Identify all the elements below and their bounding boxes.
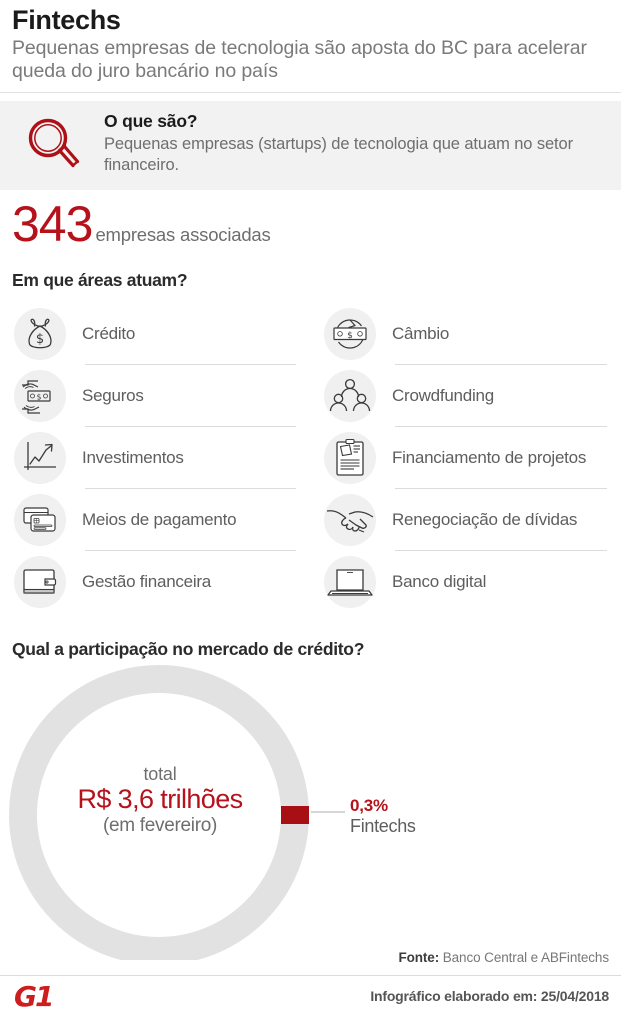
handshake-icon (324, 494, 376, 546)
area-label: Financiamento de projetos (392, 448, 587, 467)
credit-cards-icon (14, 494, 66, 546)
source-value: Banco Central e ABFintechs (442, 950, 609, 965)
donut-total-value: R$ 3,6 trilhões (77, 783, 243, 814)
area-item-crowdfunding[interactable]: Crowdfunding (310, 365, 621, 427)
area-item-seguros[interactable]: $ Seguros (0, 365, 310, 427)
area-item-cambio[interactable]: $ Câmbio (310, 303, 621, 365)
money-bag-icon: $ (14, 308, 66, 360)
row-divider (85, 550, 296, 551)
area-label: Meios de pagamento (82, 510, 237, 529)
callout-label: Fintechs (350, 815, 416, 836)
row-divider (85, 488, 296, 489)
g1-logo[interactable]: G1 (14, 980, 54, 1013)
stat-number: 343 (12, 196, 93, 252)
donut-svg (9, 665, 345, 960)
people-group-icon (324, 370, 376, 422)
area-item-banco-digital[interactable]: Banco digital (310, 551, 621, 613)
row-divider (395, 426, 607, 427)
row-divider (395, 550, 607, 551)
fintechs-callout: 0,3% Fintechs (350, 796, 416, 836)
area-label: Renegociação de dívidas (392, 510, 578, 529)
stat-label: empresas associadas (95, 224, 271, 245)
what-is-description: Pequenas empresas (startups) de tecnolog… (104, 135, 574, 175)
page-subtitle: Pequenas empresas de tecnologia são apos… (12, 37, 587, 83)
credit-line: Infográfico elaborado em: 25/04/2018 (370, 988, 609, 1004)
svg-text:$: $ (36, 332, 44, 347)
insurance-hands-money-icon: $ (14, 370, 66, 422)
svg-text:$: $ (37, 393, 42, 402)
row-divider (395, 364, 607, 365)
magnifier-icon (22, 115, 84, 177)
currency-exchange-icon: $ (324, 308, 376, 360)
page-title: Fintechs (12, 5, 121, 35)
areas-left-column: $ Crédito $ (0, 303, 310, 613)
area-item-credito[interactable]: $ Crédito (0, 303, 310, 365)
source-label: Fonte: (398, 950, 440, 965)
row-divider (395, 488, 607, 489)
associated-companies-stat: 343 empresas associadas (12, 199, 271, 249)
what-is-title: O que são? (104, 111, 198, 131)
area-label: Investimentos (82, 448, 184, 467)
header: Fintechs Pequenas empresas de tecnologia… (0, 0, 621, 83)
areas-heading: Em que áreas atuam? (12, 270, 188, 290)
laptop-icon (324, 556, 376, 608)
clipboard-document-icon (324, 432, 376, 484)
donut-segment-fintechs-body (281, 807, 309, 817)
market-share-heading: Qual a participação no mercado de crédit… (12, 639, 365, 659)
donut-total-note: (em fevereiro) (102, 814, 218, 836)
donut-total-label: total (143, 764, 177, 784)
area-item-meios-de-pagamento[interactable]: Meios de pagamento (0, 489, 310, 551)
area-label: Câmbio (392, 324, 450, 343)
wallet-icon (14, 556, 66, 608)
area-item-financiamento-de-projetos[interactable]: Financiamento de projetos (310, 427, 621, 489)
area-label: Gestão financeira (82, 572, 211, 591)
area-label: Seguros (82, 386, 144, 405)
area-label: Crédito (82, 324, 136, 343)
areas-right-column: $ Câmbio Crowdfunding (310, 303, 621, 613)
area-item-investimentos[interactable]: Investimentos (0, 427, 310, 489)
what-is-text: O que são? Pequenas empresas (startups) … (104, 111, 621, 176)
row-divider (85, 426, 296, 427)
market-share-chart: total R$ 3,6 trilhões (em fevereiro) 0,3… (0, 660, 621, 960)
what-is-band: O que são? Pequenas empresas (startups) … (0, 101, 621, 190)
growth-chart-icon (14, 432, 66, 484)
area-item-gestao-financeira[interactable]: Gestão financeira (0, 551, 310, 613)
footer-divider (0, 975, 621, 976)
area-item-renegociacao-de-dividas[interactable]: Renegociação de dívidas (310, 489, 621, 551)
row-divider (85, 364, 296, 365)
callout-percent: 0,3% (350, 796, 388, 815)
area-label: Crowdfunding (392, 386, 494, 405)
header-divider (0, 92, 621, 93)
area-label: Banco digital (392, 572, 487, 591)
donut-center-label: total R$ 3,6 trilhões (em fevereiro) (40, 765, 280, 837)
areas-grid: $ Crédito $ (0, 303, 621, 613)
svg-text:$: $ (347, 331, 353, 341)
source-line: Fonte: Banco Central e ABFintechs (398, 950, 609, 965)
